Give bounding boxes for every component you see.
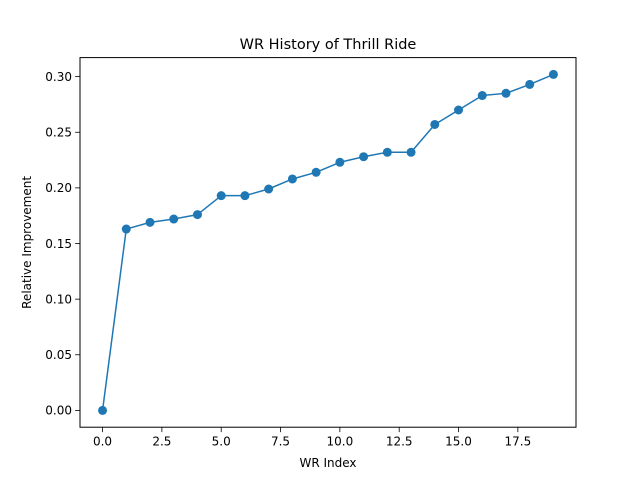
data-point	[335, 157, 345, 167]
data-point	[240, 191, 250, 201]
data-point	[525, 79, 535, 89]
y-tick-label: 0.05	[45, 348, 72, 362]
x-tick-label: 12.5	[386, 435, 413, 449]
x-tick-label: 17.5	[504, 435, 531, 449]
y-tick-label: 0.10	[45, 292, 72, 306]
data-point	[145, 217, 155, 227]
data-point	[501, 88, 511, 98]
x-axis-label: WR Index	[299, 456, 356, 470]
data-point	[287, 174, 297, 184]
x-tick-label: 7.5	[271, 435, 290, 449]
x-tick-label: 10.0	[327, 435, 354, 449]
x-tick-label: 2.5	[152, 435, 171, 449]
data-point	[430, 119, 440, 129]
y-tick-label: 0.30	[45, 70, 72, 84]
y-tick-label: 0.25	[45, 126, 72, 140]
chart-title: WR History of Thrill Ride	[240, 37, 417, 53]
data-point	[98, 405, 108, 415]
data-point	[216, 191, 226, 201]
data-point	[121, 224, 131, 234]
y-tick-label: 0.15	[45, 237, 72, 251]
y-axis-label: Relative Improvement	[20, 176, 34, 309]
data-point	[548, 69, 558, 79]
data-point	[311, 167, 321, 177]
data-point	[359, 152, 369, 162]
plot-frame	[79, 57, 577, 428]
x-tick-label: 0.0	[93, 435, 112, 449]
y-tick-label: 0.20	[45, 181, 72, 195]
data-point	[477, 91, 487, 101]
y-tick-label: 0.00	[45, 404, 72, 418]
data-point	[406, 147, 416, 157]
data-point	[169, 214, 179, 224]
data-point	[454, 105, 464, 115]
data-point	[382, 147, 392, 157]
x-tick-label: 5.0	[212, 435, 231, 449]
data-point	[264, 184, 274, 194]
data-point	[192, 210, 202, 220]
x-tick-label: 15.0	[445, 435, 472, 449]
